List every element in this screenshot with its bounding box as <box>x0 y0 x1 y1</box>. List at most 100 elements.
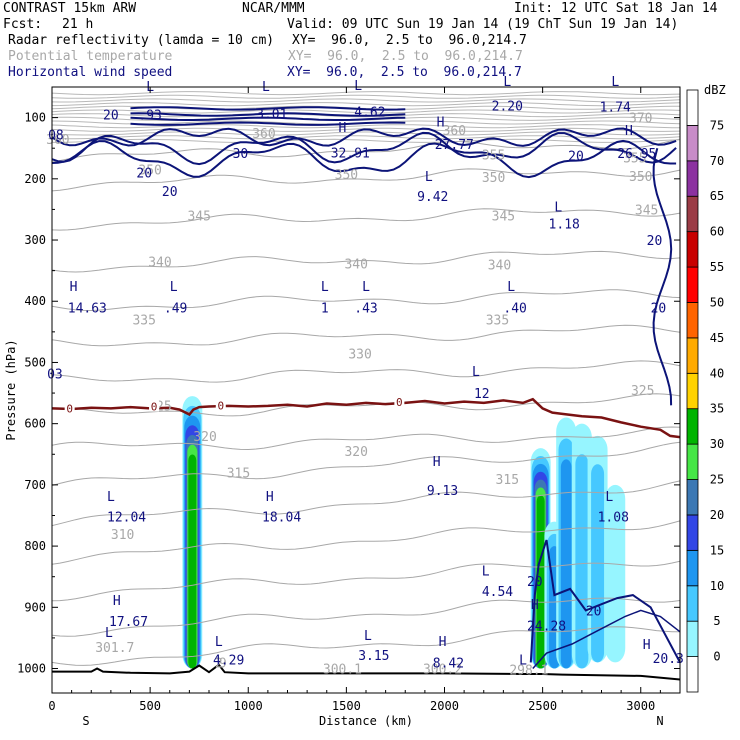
isentrope-label: 350 <box>629 170 652 185</box>
wind-speed-label: 4.29 <box>213 653 244 668</box>
isentrope <box>52 124 680 129</box>
colorbar-label: 75 <box>710 118 724 132</box>
colorbar-swatch <box>686 372 699 410</box>
y-tick-label: 1000 <box>17 662 46 676</box>
colorbar-label: 15 <box>710 543 724 557</box>
wind-contour <box>52 127 677 147</box>
x-tick-label: 1500 <box>332 699 361 713</box>
wind-contour <box>52 131 677 166</box>
colorbar-label: 20 <box>710 508 724 522</box>
wind-speed-label: 27.77 <box>435 138 474 153</box>
y-tick-label: 400 <box>24 294 46 308</box>
colorbar-label: 5 <box>713 614 720 628</box>
y-tick-label: 500 <box>24 355 46 369</box>
isentrope-label: 330 <box>348 347 371 362</box>
colorbar-swatch <box>686 125 699 162</box>
isentrope <box>52 138 680 143</box>
colorbar-swatch <box>686 195 699 233</box>
field-theta-xy: XY= 96.0, 2.5 to 96.0,214.7 <box>288 49 523 64</box>
freezing-label-bg <box>215 399 226 411</box>
isentrope <box>52 98 680 103</box>
wind-speed-label: 8.42 <box>433 656 464 671</box>
isentrope-label: 355 <box>623 151 646 166</box>
extremum-mark: L <box>472 365 480 380</box>
extremum-mark: L <box>519 653 527 668</box>
field-theta-name: Potential temperature <box>8 49 173 64</box>
colorbar-swatch <box>686 266 699 303</box>
wind-speed-label: 12.04 <box>107 511 146 526</box>
isentrope-label: 301.7 <box>95 641 134 656</box>
wind-speed-label: 30 <box>233 147 249 162</box>
wind-speed-label: 20 <box>162 185 178 200</box>
isentrope <box>52 520 680 565</box>
isentrope-label: 315 <box>227 467 250 482</box>
wind-contour <box>529 539 680 663</box>
extremum-mark: L <box>170 280 178 295</box>
isentrope-label: 335 <box>132 314 155 329</box>
wind-speed-label: 20.3 <box>653 652 684 667</box>
isentrope-label: 350 <box>482 171 505 186</box>
x-axis-label: Distance (km) <box>319 714 413 728</box>
isentrope <box>52 360 680 383</box>
freezing-label-bg <box>64 402 75 414</box>
isentrope-label: 315 <box>496 473 519 488</box>
wind-contour <box>652 147 673 406</box>
isentrope-label: 300.1 <box>323 663 362 678</box>
x-tick-label: 2000 <box>430 699 459 713</box>
extremum-mark: L <box>503 75 511 90</box>
colorbar-label: 45 <box>710 331 724 345</box>
wind-speed-label: 3.15 <box>358 649 389 664</box>
colorbar-swatch <box>686 160 699 197</box>
wind-speed-label: 1.74 <box>600 101 631 116</box>
wind-speed-label: .93 <box>138 109 161 124</box>
wind-speed-label: 20 <box>527 575 543 590</box>
isentrope-label: 360 <box>443 124 466 139</box>
x-tick-label: 0 <box>48 699 55 713</box>
wind-speed-label: 03 <box>47 367 63 382</box>
extremum-mark: H <box>266 490 274 505</box>
isentrope <box>52 441 680 486</box>
isentrope-label: 320 <box>193 430 216 445</box>
isentrope <box>52 168 680 192</box>
x-tick-label: 500 <box>139 699 161 713</box>
isentrope <box>52 597 680 637</box>
isentrope <box>52 626 680 666</box>
field-wind-xy: XY= 96.0, 2.5 to 96.0,214.7 <box>287 65 522 80</box>
extremum-mark: L <box>611 75 619 90</box>
extremum-mark: L <box>105 626 113 641</box>
y-tick-label: 200 <box>24 172 46 186</box>
extremum-mark: L <box>605 490 613 505</box>
freezing-level-label: 0 <box>396 396 403 409</box>
reflectivity-band <box>575 454 589 669</box>
isentrope-label: 350 <box>138 164 161 179</box>
wind-speed-label: 9.42 <box>417 190 448 205</box>
isentrope <box>52 426 680 451</box>
extremum-mark: H <box>531 598 539 613</box>
reflectivity-band <box>536 495 545 669</box>
y-axis-label: Pressure (hPa) <box>4 339 18 440</box>
wind-speed-label: .43 <box>354 301 377 316</box>
colorbar-swatch <box>686 302 699 339</box>
isentrope <box>52 208 680 231</box>
wind-speed-label: 9.13 <box>427 484 458 499</box>
wind-speed-label: .49 <box>164 301 187 316</box>
extremum-mark: L <box>482 565 490 580</box>
y-tick-label: 100 <box>24 111 46 125</box>
field-wind-name: Horizontal wind speed <box>8 65 173 80</box>
extremum-mark: H <box>439 635 447 650</box>
x-tick-label: 2500 <box>528 699 557 713</box>
colorbar-swatch <box>686 408 699 445</box>
extremum-mark: L <box>321 280 329 295</box>
y-tick-label: 900 <box>24 600 46 614</box>
isentrope-label: 9 <box>219 656 227 671</box>
isentrope <box>52 324 680 347</box>
wind-speed-label: 3.01 <box>256 107 287 122</box>
isentrope-label: 355 <box>482 148 505 163</box>
wind-speed-label: 4.54 <box>482 585 513 600</box>
extremum-mark: L <box>215 635 223 650</box>
extremum-mark: H <box>643 638 651 653</box>
isentrope-label: 340 <box>488 259 511 274</box>
colorbar-swatch <box>686 656 699 693</box>
extremum-mark: H <box>339 121 347 136</box>
isentrope-label: 310 <box>111 528 134 543</box>
